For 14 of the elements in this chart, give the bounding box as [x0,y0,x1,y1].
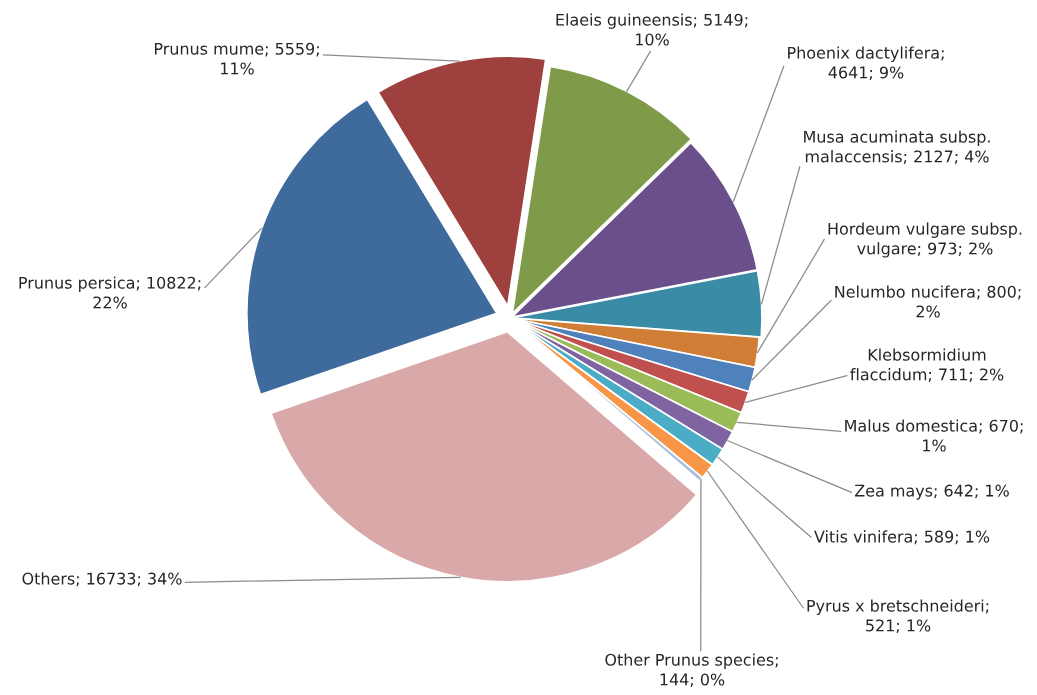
slice-label: Zea mays; 642; 1% [854,484,1009,500]
slice-label: Others; 16733; 34% [22,572,182,587]
slice-label: Other Prunus species; 144; 0% [605,653,778,688]
slice-label: Klebsormidium flaccidum; 711; 2% [850,348,1004,383]
slice-label: Prunus persica; 10822; 22% [19,276,201,309]
slice-label: Phoenix dactylifera; 4641; 9% [788,46,944,81]
slice-label: Pyrus x bretschneideri; 521; 1% [807,599,989,634]
slice-label: Hordeum vulgare subsp. vulgare; 973; 2% [828,222,1022,258]
slice-label: Elaeis guineensis; 5149; 10% [556,13,748,46]
slice-label: Prunus mume; 5559; 11% [154,42,319,75]
slice-label: Malus domestica; 670; 1% [845,419,1023,452]
slice-label: Vitis vinifera; 589; 1% [814,530,990,545]
slice-label: Musa acuminata subsp. malaccensis; 2127; 4% [804,130,990,165]
slice-label: Nelumbo nucifera; 800; 2% [835,285,1021,318]
